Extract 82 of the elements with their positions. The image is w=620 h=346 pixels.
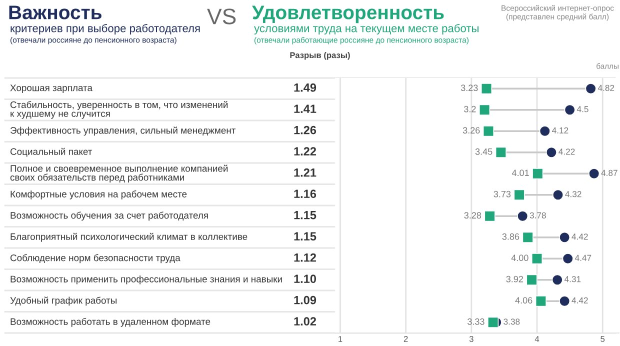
point bbox=[517, 210, 528, 222]
point bbox=[535, 296, 547, 307]
text: 1.22 bbox=[294, 147, 316, 156]
x-tick-label: 2 bbox=[404, 336, 408, 342]
text: условиями труда на текущем месте работы bbox=[254, 24, 478, 34]
point bbox=[562, 253, 574, 264]
point bbox=[482, 126, 494, 137]
point bbox=[585, 83, 596, 94]
data-label: 3.92 bbox=[506, 276, 523, 282]
data-label: 4.01 bbox=[512, 170, 529, 176]
data-label: 3.23 bbox=[460, 84, 478, 92]
text: Удовлетворенность bbox=[252, 6, 444, 24]
point bbox=[495, 146, 507, 158]
point bbox=[522, 232, 534, 243]
text: VS bbox=[207, 8, 236, 24]
data-label: 4.42 bbox=[572, 234, 588, 240]
y-tick-label: Полное и своевременное выполнение компанией своих обязательств перед работниками bbox=[10, 164, 228, 183]
point bbox=[564, 104, 576, 116]
x-tick-label: 5 bbox=[600, 336, 605, 342]
x-tick-label: 4 bbox=[534, 336, 540, 342]
point bbox=[552, 189, 564, 200]
data-label: 3.86 bbox=[502, 233, 520, 240]
data-label: 3.45 bbox=[475, 148, 492, 155]
point bbox=[484, 210, 496, 222]
data-label: 4.42 bbox=[572, 297, 588, 304]
text: 1.15 bbox=[294, 232, 316, 241]
text: Разрыв (разы) bbox=[290, 52, 350, 60]
data-label: 3.78 bbox=[530, 212, 546, 218]
data-label: 3.26 bbox=[462, 127, 480, 134]
point bbox=[478, 104, 490, 116]
y-tick-label: Стабильность, уверенность в том, что изменений к худшему не случится bbox=[10, 100, 228, 119]
data-label: 3.33 bbox=[468, 318, 484, 325]
data-label: 4.82 bbox=[598, 84, 614, 91]
text: 1.02 bbox=[294, 317, 316, 326]
text: 1.49 bbox=[294, 83, 316, 92]
x-tick-label: 1 bbox=[338, 336, 342, 342]
point bbox=[514, 189, 525, 200]
data-label: 4.32 bbox=[565, 191, 582, 198]
point bbox=[526, 274, 538, 286]
data-label: 3.38 bbox=[504, 318, 520, 325]
y-tick-label: Возможность обучения за счет работодателя bbox=[10, 212, 208, 221]
data-label: 3.2 bbox=[464, 106, 476, 112]
data-label: 4.12 bbox=[552, 127, 568, 134]
point bbox=[488, 316, 499, 328]
text: 1.15 bbox=[294, 211, 316, 220]
y-tick-label: Благоприятный психологический климат в коллективе bbox=[10, 232, 248, 242]
y-tick-label: Хорошая зарплата bbox=[10, 84, 92, 94]
text: Важность bbox=[9, 6, 102, 20]
point bbox=[480, 83, 492, 94]
y-tick-label: Соблюдение норм безопасности труда bbox=[10, 254, 180, 264]
point bbox=[539, 126, 550, 137]
point bbox=[546, 146, 558, 158]
text: 1.26 bbox=[294, 126, 316, 134]
text: 1.10 bbox=[294, 274, 316, 284]
point bbox=[552, 274, 563, 286]
text: критериев при выборе работодателя bbox=[10, 24, 200, 34]
point bbox=[588, 168, 600, 180]
data-label: 3.28 bbox=[464, 212, 482, 219]
y-tick-label: Удобный график работы bbox=[10, 296, 117, 306]
y-tick-label: Возможность работать в удаленном формате bbox=[10, 318, 210, 327]
text: 1.09 bbox=[294, 296, 316, 304]
y-tick-label: Социальный пакет bbox=[10, 148, 92, 157]
y-tick-label: Эффективность управления, сильный менеджмент bbox=[10, 126, 236, 136]
text: 1.21 bbox=[294, 168, 316, 177]
data-label: 4.47 bbox=[574, 254, 592, 261]
point bbox=[532, 168, 544, 180]
data-label: 4.5 bbox=[576, 106, 588, 112]
data-label: 4.31 bbox=[564, 276, 581, 282]
text: 1.12 bbox=[294, 253, 316, 262]
point bbox=[558, 232, 570, 243]
point bbox=[531, 253, 543, 264]
y-tick-label: Комфортные условия на рабочем месте bbox=[10, 190, 187, 200]
data-label: 4.22 bbox=[558, 148, 575, 155]
data-label: 4.06 bbox=[515, 297, 532, 304]
x-tick-label: 3 bbox=[469, 336, 474, 342]
text: 1.16 bbox=[294, 190, 316, 198]
data-label: 4.00 bbox=[511, 254, 528, 262]
text: 1.41 bbox=[294, 104, 316, 113]
data-label: 4.87 bbox=[601, 170, 618, 176]
y-tick-label: Возможность применить профессиональные знания и навыки bbox=[10, 275, 282, 284]
point bbox=[558, 296, 570, 307]
data-label: 3.73 bbox=[494, 190, 511, 198]
